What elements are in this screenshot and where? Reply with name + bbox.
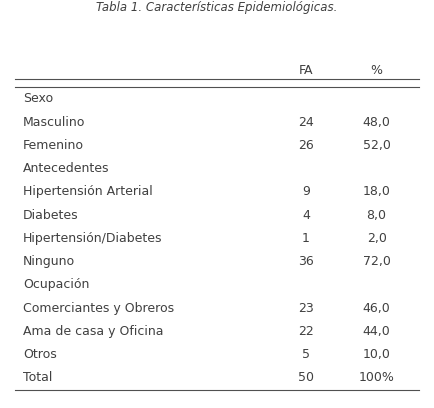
Text: 46,0: 46,0 [363,302,391,315]
Text: Diabetes: Diabetes [23,209,79,222]
Text: 5: 5 [302,348,310,361]
Text: 26: 26 [298,139,314,152]
Text: 1: 1 [302,232,310,245]
Text: %: % [371,64,383,77]
Text: Total: Total [23,372,53,384]
Text: Antecedentes: Antecedentes [23,162,109,175]
Text: Masculino: Masculino [23,116,85,129]
Text: 24: 24 [298,116,314,129]
Text: 8,0: 8,0 [367,209,387,222]
Text: 48,0: 48,0 [363,116,391,129]
Text: 52,0: 52,0 [363,139,391,152]
Text: 9: 9 [302,186,310,198]
Text: Hipertensión/Diabetes: Hipertensión/Diabetes [23,232,163,245]
Text: Otros: Otros [23,348,57,361]
Text: 2,0: 2,0 [367,232,387,245]
Text: 18,0: 18,0 [363,186,391,198]
Text: 50: 50 [298,372,314,384]
Text: Hipertensión Arterial: Hipertensión Arterial [23,186,153,198]
Text: 4: 4 [302,209,310,222]
Text: FA: FA [299,64,313,77]
Text: Tabla 1. Características Epidemiológicas.: Tabla 1. Características Epidemiológicas… [96,1,338,14]
Text: 44,0: 44,0 [363,325,391,338]
Text: Femenino: Femenino [23,139,84,152]
Text: 10,0: 10,0 [363,348,391,361]
Text: 36: 36 [298,255,314,268]
Text: Ocupación: Ocupación [23,279,89,291]
Text: 22: 22 [298,325,314,338]
Text: Ninguno: Ninguno [23,255,75,268]
Text: 72,0: 72,0 [363,255,391,268]
Text: 100%: 100% [358,372,395,384]
Text: Comerciantes y Obreros: Comerciantes y Obreros [23,302,174,315]
Text: Ama de casa y Oficina: Ama de casa y Oficina [23,325,164,338]
Text: 23: 23 [298,302,314,315]
Text: Sexo: Sexo [23,93,53,105]
